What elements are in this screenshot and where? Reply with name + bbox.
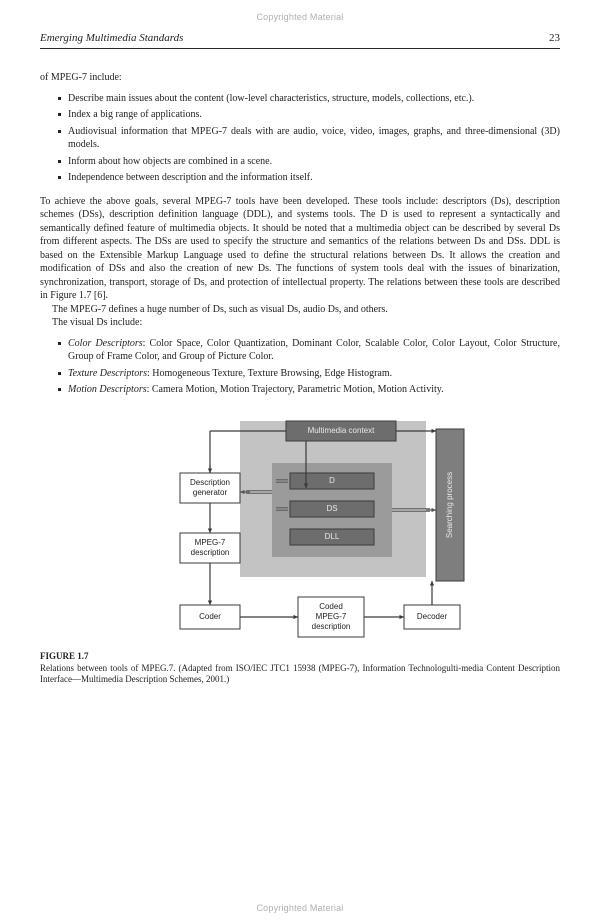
paragraph-2b: The visual Ds include: bbox=[40, 316, 560, 330]
lead-in-text: of MPEG-7 include: bbox=[40, 71, 560, 85]
figure-1-7: Searching process Multimedia context D DS DL… bbox=[40, 413, 560, 643]
paragraph-2a: The MPEG-7 defines a huge number of Ds, … bbox=[40, 303, 560, 317]
svg-text:description: description bbox=[191, 548, 230, 557]
svg-text:Decoder: Decoder bbox=[417, 612, 448, 621]
chapter-title: Emerging Multimedia Standards bbox=[40, 32, 183, 44]
figure-label: FIGURE 1.7 bbox=[40, 651, 560, 662]
svg-text:Coded: Coded bbox=[319, 602, 343, 611]
svg-text:DLL: DLL bbox=[325, 532, 340, 541]
list-item: Describe main issues about the content (… bbox=[40, 92, 560, 106]
svg-text:description: description bbox=[312, 622, 351, 631]
figure-caption: FIGURE 1.7 Relations between tools of MP… bbox=[40, 651, 560, 686]
svg-text:MPEG-7: MPEG-7 bbox=[195, 538, 226, 547]
svg-text:MPEG-7: MPEG-7 bbox=[316, 612, 347, 621]
list-item: Motion Descriptors: Camera Motion, Motio… bbox=[40, 383, 560, 397]
list-item: Inform about how objects are combined in… bbox=[40, 155, 560, 169]
paragraph-1: To achieve the above goals, several MPEG… bbox=[40, 195, 560, 303]
list-item: Texture Descriptors: Homogeneous Texture… bbox=[40, 367, 560, 381]
list-item: Index a big range of applications. bbox=[40, 108, 560, 122]
bullet-list-2: Color Descriptors: Color Space, Color Qu… bbox=[40, 337, 560, 397]
svg-text:Searching process: Searching process bbox=[445, 471, 454, 537]
list-item: Color Descriptors: Color Space, Color Qu… bbox=[40, 337, 560, 364]
running-head: Emerging Multimedia Standards 23 bbox=[40, 32, 560, 44]
svg-text:Multimedia context: Multimedia context bbox=[308, 426, 375, 435]
page-number: 23 bbox=[549, 32, 560, 44]
svg-text:generator: generator bbox=[193, 488, 228, 497]
bullet-list-1: Describe main issues about the content (… bbox=[40, 92, 560, 185]
list-item: Audiovisual information that MPEG-7 deal… bbox=[40, 125, 560, 152]
list-item: Independence between description and the… bbox=[40, 171, 560, 185]
svg-text:DS: DS bbox=[326, 504, 337, 513]
copyright-footer: Copyrighted Material bbox=[0, 903, 600, 913]
svg-text:D: D bbox=[329, 476, 335, 485]
copyright-header: Copyrighted Material bbox=[40, 12, 560, 22]
figure-caption-text: Relations between tools of MPEG.7. (Adap… bbox=[40, 663, 560, 684]
svg-text:Coder: Coder bbox=[199, 612, 221, 621]
header-rule bbox=[40, 48, 560, 49]
svg-text:Description: Description bbox=[190, 478, 230, 487]
body-text: of MPEG-7 include: Describe main issues … bbox=[40, 71, 560, 685]
